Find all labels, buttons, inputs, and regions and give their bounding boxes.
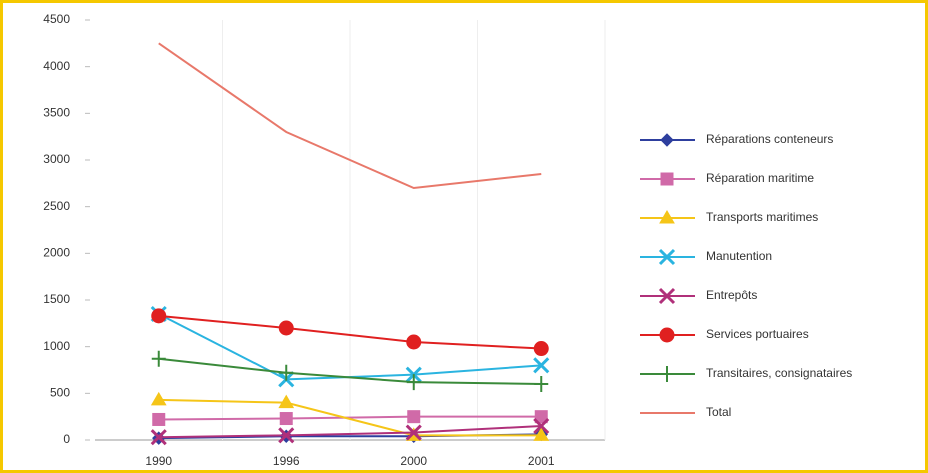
legend-marker [660,366,674,382]
marker [407,410,421,424]
legend-label: Transports maritimes [706,210,818,224]
marker [278,427,295,444]
x-tick-label: 1990 [145,454,172,468]
marker [150,391,167,406]
y-tick-label: 3000 [43,152,70,166]
y-tick-label: 3500 [43,106,70,120]
y-tick-label: 4500 [43,12,70,26]
marker [278,394,295,409]
y-tick-label: 500 [50,386,70,400]
marker [406,374,421,391]
series-line [158,398,542,437]
marker [150,429,167,446]
marker [533,341,549,357]
marker [405,424,422,441]
y-tick-label: 1000 [43,339,70,353]
y-tick-label: 4000 [43,59,70,73]
marker [151,350,166,367]
marker [151,308,167,324]
legend-marker [659,210,675,224]
marker [534,376,549,392]
legend-label: Transitaires, consignataires [706,366,852,380]
legend-label: Entrepôts [706,288,757,302]
marker [533,417,550,435]
marker [533,357,550,374]
y-tick-label: 0 [63,432,70,446]
marker [278,320,294,336]
marker [152,412,166,426]
legend-marker [659,327,675,343]
legend-label: Réparations conteneurs [706,132,833,146]
legend-label: Manutention [706,249,772,263]
legend-label: Réparation maritime [706,171,814,185]
legend-label: Total [706,405,731,419]
x-tick-label: 2001 [528,454,555,468]
marker [533,427,550,441]
y-tick-label: 2500 [43,199,70,213]
marker [406,334,422,350]
legend-label: Services portuaires [706,327,809,341]
y-tick-label: 2000 [43,246,70,260]
legend-marker [658,287,676,305]
series-line [158,415,542,421]
series-line [158,357,542,385]
y-tick-label: 1500 [43,292,70,306]
legend-marker [660,172,674,186]
series-line [158,42,542,190]
series-line [158,425,542,439]
legend-marker [658,248,676,266]
legend-marker [660,133,674,147]
marker [279,364,294,381]
x-tick-label: 1996 [273,454,300,468]
series-line [158,314,542,350]
x-tick-label: 2000 [400,454,427,468]
marker [534,410,548,424]
marker [279,412,293,426]
